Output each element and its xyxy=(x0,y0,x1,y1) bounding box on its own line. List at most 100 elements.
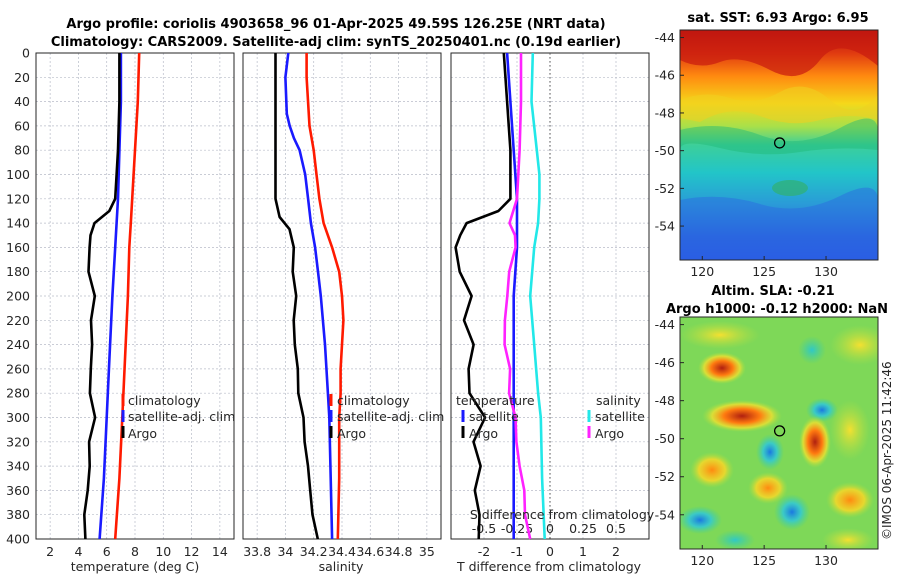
series-line-satellite-adj-clim xyxy=(284,52,334,540)
y-tick-label: 320 xyxy=(6,434,30,449)
difference-top-xlabel: S difference from climatology xyxy=(470,507,655,522)
sla-map-subtitle: Argo h1000: -0.12 h2000: NaN xyxy=(666,302,888,317)
y-tick-label: 240 xyxy=(6,337,30,352)
x-tick-label: 2 xyxy=(612,544,620,559)
y-tick-label: 200 xyxy=(6,289,30,304)
map-y-tick-label: -48 xyxy=(655,393,675,408)
map-y-tick-label: -46 xyxy=(655,355,675,370)
y-tick-label: 40 xyxy=(14,94,30,109)
salinity-legend: climatology satellite-adj. clim Argo xyxy=(329,393,444,441)
legend-label-satellite: satellite-adj. clim xyxy=(128,409,235,424)
legend-label-climatology: climatology xyxy=(337,393,410,408)
sst-warm-band xyxy=(680,30,878,77)
series-line-s-satellite xyxy=(528,52,546,540)
y-tick-label: 0 xyxy=(22,46,30,61)
map-y-tick-label: -52 xyxy=(655,469,675,484)
x-tick-label: 34.6 xyxy=(356,544,384,559)
x-tick-label: 0 xyxy=(546,544,554,559)
sst-mid-band xyxy=(680,118,878,155)
sla-heatmap xyxy=(680,317,878,549)
difference-legend: temperature satellite Argo salinity sate… xyxy=(456,393,645,441)
map-y-tick-label: -50 xyxy=(655,143,675,158)
sla-blob xyxy=(680,321,760,349)
sla-blob xyxy=(774,494,810,530)
sla-blob xyxy=(799,416,831,468)
x-tick-label: 34 xyxy=(277,544,293,559)
map-x-tick-label: 125 xyxy=(752,264,776,279)
x-tick-label: 8 xyxy=(131,544,139,559)
sla-blob xyxy=(698,352,746,384)
series-line-t-argo xyxy=(454,52,512,540)
series-line-satellite-adj-clim xyxy=(98,53,123,540)
legend-label-satellite: satellite-adj. clim xyxy=(337,409,444,424)
sla-map-frame xyxy=(679,316,879,550)
sla-blob xyxy=(756,434,784,470)
series-line-argo xyxy=(83,53,121,540)
y-tick-label: 300 xyxy=(6,410,30,425)
map-x-tick-label: 125 xyxy=(752,553,776,568)
sst-front xyxy=(680,86,878,124)
map-y-tick-label: -46 xyxy=(655,68,675,83)
legend-label-s-argo: Argo xyxy=(595,426,624,441)
map-x-tick-label: 120 xyxy=(690,264,714,279)
x-tick-label: 1 xyxy=(579,544,587,559)
copyright-text: ©IMOS 06-Apr-2025 11:42:46 xyxy=(880,361,894,540)
map-x-tick-label: 130 xyxy=(814,264,838,279)
map-y-tick-label: -52 xyxy=(655,181,675,196)
sla-blob xyxy=(830,400,870,460)
legend-label-argo: Argo xyxy=(337,426,366,441)
sst-heatmap xyxy=(680,30,878,260)
y-tick-label: 260 xyxy=(6,361,30,376)
y-tick-label: 340 xyxy=(6,459,30,474)
y-tick-label: 100 xyxy=(6,167,30,182)
x-tick-label: 34.2 xyxy=(300,544,328,559)
sla-blob xyxy=(748,472,788,504)
figure-title-line1: Argo profile: coriolis 4903658_96 01-Apr… xyxy=(66,17,605,32)
sst-cold-band xyxy=(680,187,878,260)
salinity-panel: 33.8 34 34.2 34.4 34.6 34.8 35 xyxy=(242,52,442,559)
x-tick-label: 34.8 xyxy=(385,544,413,559)
map-y-tick-label: -44 xyxy=(655,30,675,45)
difference-panel: -2 -1 0 1 2 -0.5 -0.25 0 0.25 0.5 xyxy=(450,52,650,559)
map-x-tick-label: 120 xyxy=(690,553,714,568)
figure-title-line2: Climatology: CARS2009. Satellite-adj cli… xyxy=(51,35,621,50)
series-line-climatology xyxy=(113,52,141,540)
x-tick-label: 12 xyxy=(184,544,200,559)
y-tick-label: 220 xyxy=(6,313,30,328)
x-tick-label: -1 xyxy=(511,544,523,559)
sla-blob xyxy=(680,506,722,534)
x-tick-label: 33.8 xyxy=(243,544,271,559)
map-y-tick-label: -48 xyxy=(655,105,675,120)
x-tick-label: 2 xyxy=(46,544,54,559)
y-tick-label: 180 xyxy=(6,264,30,279)
x-tick-label: 4 xyxy=(74,544,82,559)
y-tick-label: 400 xyxy=(6,532,30,547)
y-tick-label: 120 xyxy=(6,191,30,206)
map-y-tick-label: -54 xyxy=(655,219,675,234)
y-tick-label: 280 xyxy=(6,386,30,401)
sla-blob xyxy=(798,336,826,364)
sla-blob xyxy=(702,400,782,432)
sla-map-title: Altim. SLA: -0.21 xyxy=(711,284,834,299)
s-difference-tick-label: 0 xyxy=(546,521,554,536)
sla-blob xyxy=(806,398,838,422)
s-difference-tick-label: -0.5 xyxy=(472,521,496,536)
x-tick-label: -2 xyxy=(478,544,490,559)
sla-blob xyxy=(830,325,878,365)
series-line-argo xyxy=(274,53,320,540)
sst-map-frame xyxy=(679,29,879,261)
series-line-t-satellite xyxy=(505,52,519,539)
difference-xlabel: T difference from climatology xyxy=(456,559,642,574)
y-tick-label: 80 xyxy=(14,143,30,158)
s-difference-tick-label: 0.25 xyxy=(569,521,597,536)
x-tick-label: 34.4 xyxy=(328,544,356,559)
legend-label-climatology: climatology xyxy=(128,393,201,408)
temperature-xlabel: temperature (deg C) xyxy=(71,559,200,574)
x-tick-label: 35 xyxy=(419,544,435,559)
legend-label-argo: Argo xyxy=(128,426,157,441)
series-line-s-argo xyxy=(503,53,532,540)
legend-label-t-argo: Argo xyxy=(469,426,498,441)
sst-argo-location-marker xyxy=(773,137,786,149)
x-tick-label: 6 xyxy=(103,544,111,559)
